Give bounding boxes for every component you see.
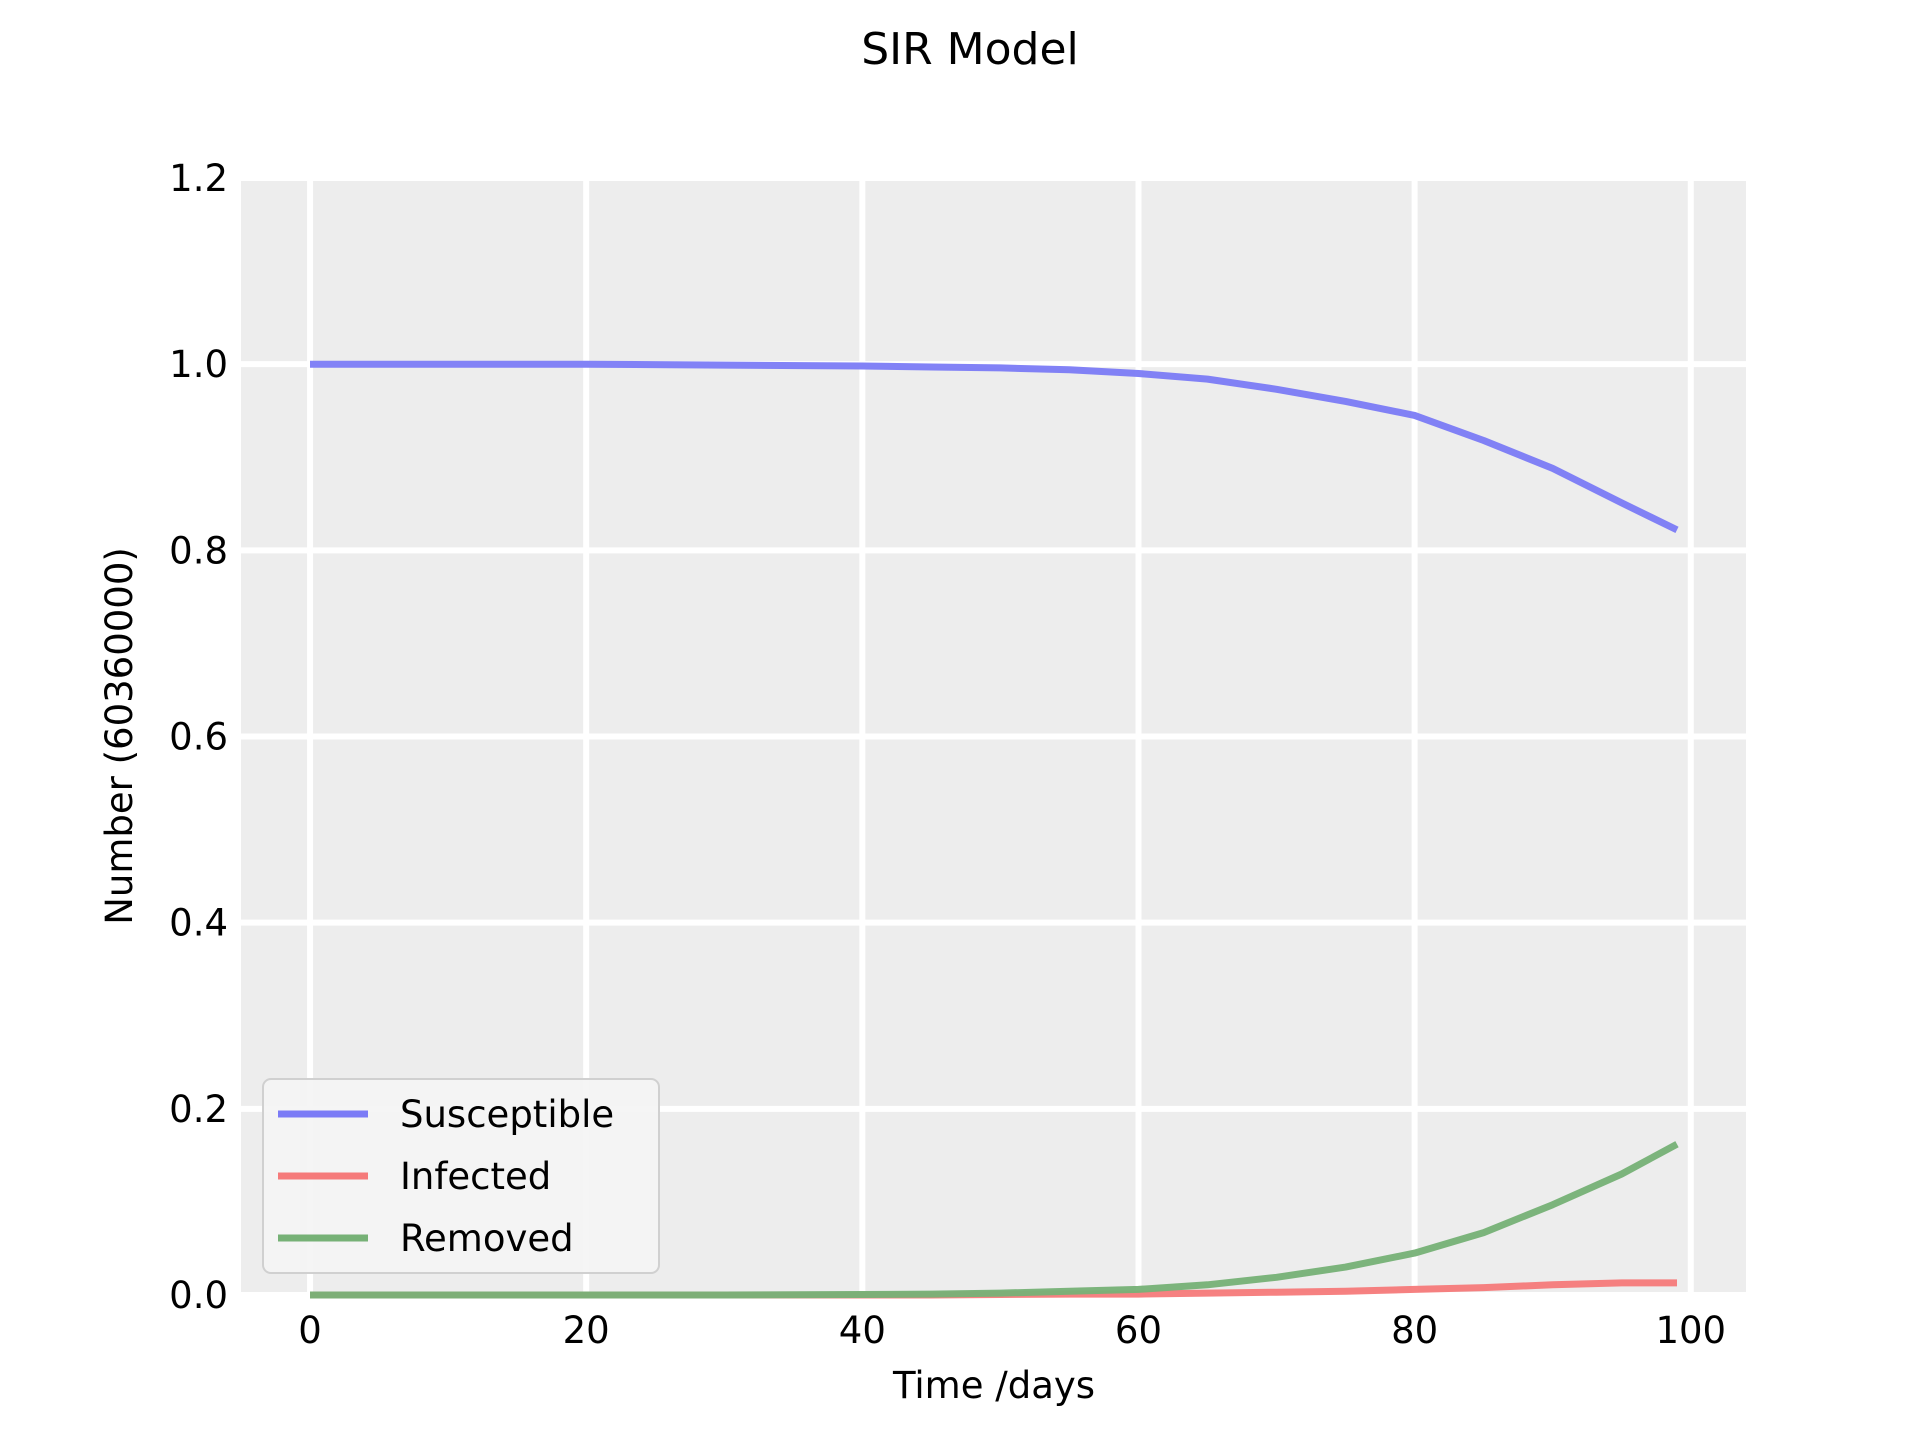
x-axis-ticks: 0 20 40 60 80 100 [298, 1309, 1726, 1352]
y-tick-label: 0.2 [169, 1088, 228, 1131]
x-tick-label: 0 [298, 1309, 322, 1352]
x-tick-label: 80 [1391, 1309, 1438, 1352]
legend-label-infected: Infected [400, 1155, 551, 1198]
x-tick-label: 100 [1655, 1309, 1726, 1352]
legend: Susceptible Infected Removed [262, 1078, 660, 1274]
y-tick-label: 0.8 [169, 529, 228, 572]
y-tick-label: 1.0 [169, 343, 228, 386]
x-tick-label: 20 [563, 1309, 610, 1352]
y-tick-label: 0.0 [169, 1274, 228, 1317]
chart-title: SIR Model [861, 24, 1079, 75]
x-axis-label: Time /days [892, 1364, 1095, 1407]
x-tick-label: 60 [1115, 1309, 1162, 1352]
series-line-susceptible [310, 360, 1679, 534]
y-axis-label: Number (60360000) [98, 547, 141, 925]
legend-box [262, 1078, 660, 1274]
x-tick-label: 40 [839, 1309, 886, 1352]
legend-label-susceptible: Susceptible [400, 1093, 614, 1136]
y-axis-ticks: 0.0 0.2 0.4 0.6 0.8 1.0 1.2 [169, 157, 228, 1317]
y-tick-label: 0.4 [169, 902, 228, 945]
legend-label-removed: Removed [400, 1217, 574, 1260]
y-tick-label: 1.2 [169, 157, 228, 200]
series-lines [310, 360, 1679, 1299]
series-line-removed [310, 1141, 1679, 1299]
y-tick-label: 0.6 [169, 716, 228, 759]
